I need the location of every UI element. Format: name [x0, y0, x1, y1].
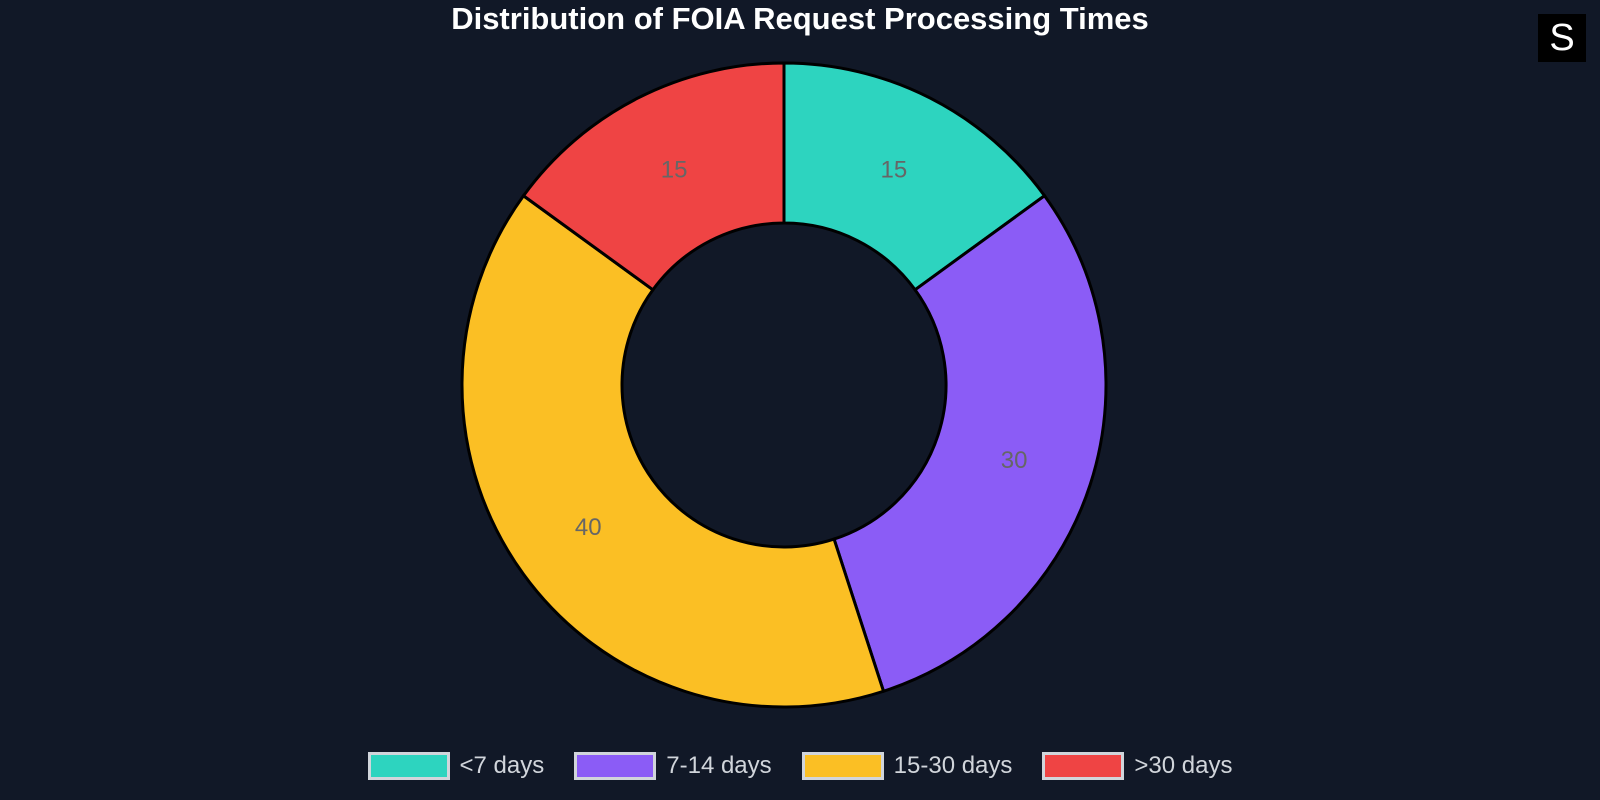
logo: S: [1538, 14, 1586, 62]
legend-label: <7 days: [459, 752, 545, 779]
slice-3[interactable]: [521, 61, 786, 292]
legend-swatch: [574, 752, 657, 780]
slice-2[interactable]: [460, 193, 886, 709]
data-label-0: 15: [881, 156, 908, 183]
chart-title: Distribution of FOIA Request Processing …: [451, 1, 1149, 36]
legend-label: >30 days: [1134, 752, 1233, 779]
legend-label: 15-30 days: [893, 752, 1013, 779]
legend-item[interactable]: 15-30 days: [801, 752, 1013, 780]
legend-item[interactable]: 7-14 days: [574, 752, 772, 780]
slice-0[interactable]: [782, 61, 1047, 292]
data-label-1: 30: [1001, 447, 1028, 474]
data-label-2: 40: [575, 514, 602, 541]
slice-1[interactable]: [832, 193, 1108, 694]
legend-label: 7-14 days: [666, 752, 772, 779]
legend-swatch: [1042, 752, 1125, 780]
legend-item[interactable]: >30 days: [1042, 752, 1232, 780]
legend: <7 days 7-14 days 15-30 days >30 days: [0, 752, 1600, 780]
legend-swatch: [801, 752, 884, 780]
legend-item[interactable]: <7 days: [367, 752, 545, 780]
data-label-3: 15: [661, 156, 688, 183]
legend-swatch: [367, 752, 450, 780]
